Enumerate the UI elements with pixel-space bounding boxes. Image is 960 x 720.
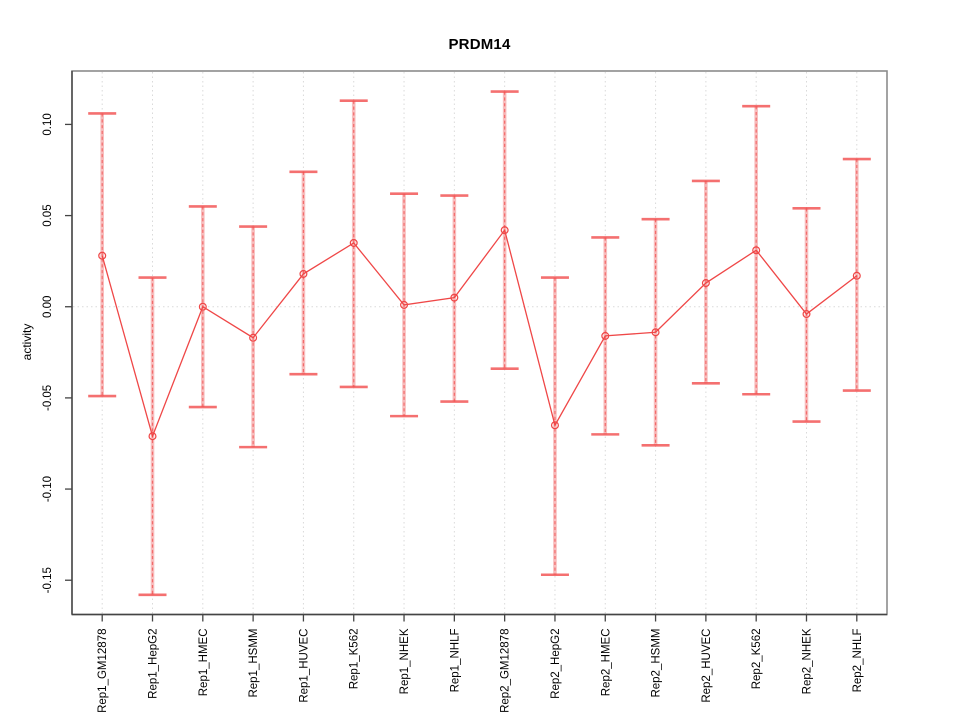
- x-category-label: Rep1_HSMM: [248, 629, 260, 698]
- x-category-label: Rep1_GM12878: [97, 629, 109, 713]
- x-category-label: Rep1_HMEC: [198, 629, 210, 697]
- x-category-label: Rep2_NHEK: [801, 628, 813, 694]
- data-point: [349, 238, 358, 247]
- data-point: [852, 271, 861, 280]
- data-point: [400, 300, 409, 309]
- data-point: [98, 251, 107, 260]
- x-category-label: Rep2_K562: [751, 629, 763, 690]
- x-category-label: Rep1_NHEK: [399, 628, 411, 694]
- x-category-label: Rep1_K562: [349, 629, 361, 690]
- y-tick-label: 0.10: [42, 113, 54, 135]
- series-line: [101, 228, 858, 439]
- x-category-label: Rep2_HUVEC: [701, 629, 713, 703]
- x-category-label: Rep2_HMEC: [600, 629, 612, 697]
- x-category-label: Rep1_HepG2: [148, 629, 160, 699]
- y-axis-title: activity: [20, 323, 34, 361]
- data-point: [148, 432, 157, 441]
- x-category-label: Rep2_HepG2: [550, 629, 562, 699]
- data-point: [651, 328, 660, 337]
- data-point: [701, 279, 710, 288]
- data-point: [550, 421, 559, 430]
- plot-box: [71, 70, 888, 616]
- y-tick-label: 0.05: [42, 204, 54, 226]
- x-category-label: Rep2_GM12878: [500, 629, 512, 713]
- x-category-label: Rep1_NHLF: [449, 629, 461, 693]
- y-tick-label: -0.10: [42, 476, 54, 502]
- data-point: [450, 293, 459, 302]
- x-category-label: Rep2_NHLF: [852, 629, 864, 693]
- y-tick-label: -0.05: [42, 385, 54, 411]
- data-point: [752, 246, 761, 255]
- x-category-label: Rep1_HUVEC: [298, 629, 310, 703]
- data-point: [802, 310, 811, 319]
- y-tick-label: 0.00: [42, 296, 54, 318]
- data-point: [299, 269, 308, 278]
- data-point: [249, 333, 258, 342]
- data-point: [198, 302, 207, 311]
- chart-title: PRDM14: [448, 36, 511, 53]
- y-tick-label: -0.15: [42, 567, 54, 593]
- data-point: [500, 226, 509, 235]
- x-category-label: Rep2_HSMM: [651, 629, 663, 698]
- data-point: [601, 331, 610, 340]
